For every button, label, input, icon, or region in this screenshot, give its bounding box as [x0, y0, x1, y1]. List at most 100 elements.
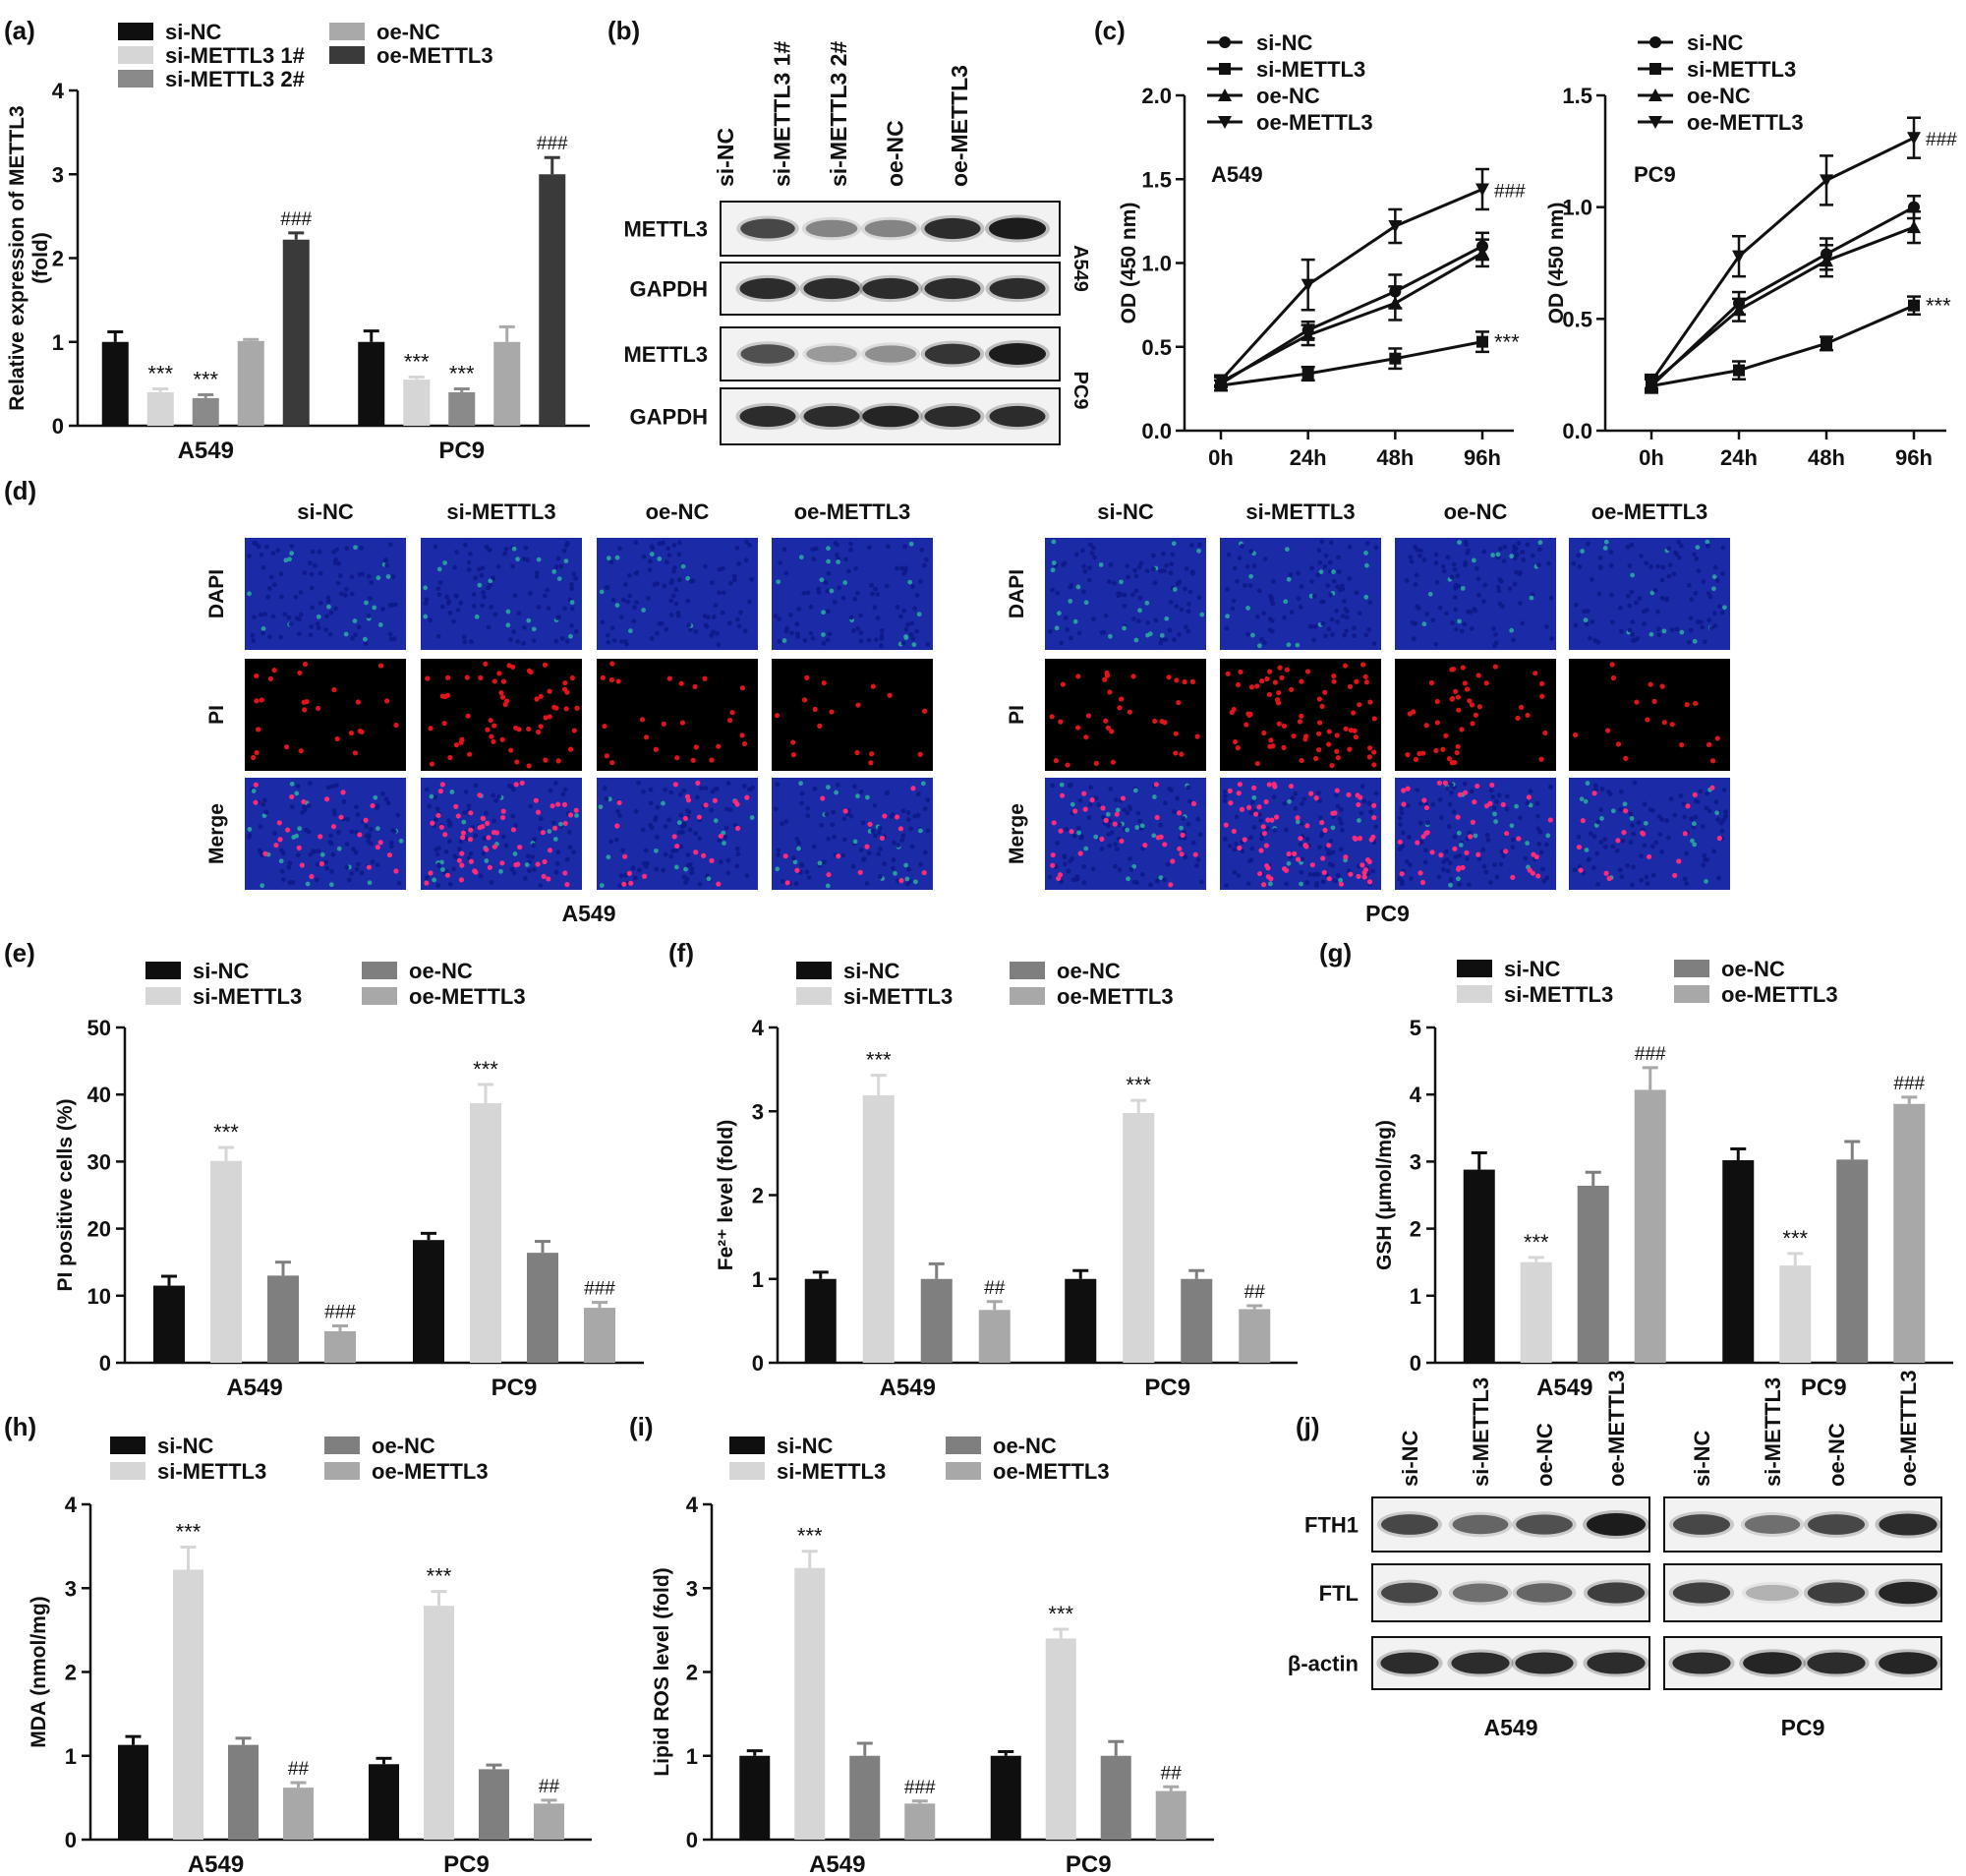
- bar-si-METTL3 2#: [192, 397, 219, 426]
- nucleus-dot: [1609, 619, 1615, 625]
- pi-dot: [1623, 755, 1629, 761]
- pi-dot: [1265, 817, 1271, 823]
- nucleus-dot: [1723, 813, 1729, 819]
- pi-dot: [602, 723, 607, 730]
- pi-dot: [535, 861, 541, 867]
- nucleus-dot: [798, 555, 804, 560]
- nucleus-dot: [1580, 549, 1585, 554]
- pi-dot: [429, 761, 435, 767]
- pi-dot: [484, 847, 490, 852]
- pi-dot: [1153, 782, 1159, 788]
- nucleus-dot: [1444, 857, 1450, 863]
- y-tick-label: 1.0: [1562, 196, 1592, 220]
- nucleus-dot: [893, 870, 897, 876]
- nucleus-dot: [646, 596, 651, 601]
- bar-si-NC: [1722, 1160, 1755, 1363]
- nucleus-dot: [435, 633, 441, 639]
- pi-dot: [366, 864, 372, 870]
- pi-dot: [1235, 681, 1242, 688]
- nucleus-dot: [1250, 632, 1255, 638]
- pi-dot: [1309, 862, 1315, 868]
- data-point-si-METTL3: [1389, 352, 1402, 365]
- nucleus-dot: [805, 813, 811, 819]
- blot-band: [1515, 1652, 1574, 1674]
- nucleus-dot: [870, 828, 876, 834]
- pi-dot: [790, 739, 796, 745]
- pi-dot: [1316, 696, 1322, 702]
- nucleus-dot: [1059, 640, 1065, 646]
- nucleus-dot: [1598, 840, 1604, 845]
- nucleus-dot: [619, 639, 624, 644]
- nucleus-dot: [1183, 624, 1188, 629]
- nucleus-dot: [872, 802, 878, 808]
- pi-dot: [1399, 871, 1405, 877]
- pi-dot: [1082, 806, 1088, 812]
- pi-dot: [285, 827, 291, 833]
- nucleus-dot: [1296, 596, 1301, 602]
- nucleus-dot: [1370, 868, 1376, 874]
- pi-dot: [1371, 762, 1377, 768]
- nucleus-dot: [598, 804, 604, 810]
- blot-band: [740, 218, 795, 239]
- nucleus-dot: [551, 569, 557, 574]
- nucleus-dot: [1679, 629, 1685, 635]
- pi-dot: [1436, 780, 1442, 786]
- nucleus-dot: [1704, 805, 1709, 811]
- blot-band-halo: [1739, 1649, 1806, 1677]
- microscopy-group-label: A549: [562, 901, 616, 926]
- nucleus-dot: [1251, 794, 1257, 800]
- legend-swatch: [729, 1462, 765, 1480]
- pi-dot: [1276, 689, 1282, 696]
- nucleus-dot: [1245, 606, 1250, 611]
- nucleus-dot: [1678, 793, 1684, 798]
- nucleus-dot: [1070, 856, 1075, 861]
- nucleus-dot: [606, 854, 611, 860]
- nucleus-dot: [1496, 792, 1502, 798]
- pi-dot: [917, 751, 923, 757]
- nucleus-dot: [1133, 588, 1139, 594]
- nucleus-dot: [925, 828, 931, 834]
- nucleus-dot: [885, 544, 891, 550]
- nucleus-dot: [1047, 874, 1053, 880]
- pi-dot: [1303, 733, 1309, 739]
- nucleus-dot: [833, 540, 838, 546]
- pi-dot: [1334, 733, 1340, 738]
- significance-label: ###: [1926, 130, 1957, 150]
- pi-dot: [1174, 677, 1180, 683]
- nucleus-dot: [536, 557, 542, 562]
- x-tick-label: 48h: [1376, 445, 1414, 470]
- nucleus-dot: [911, 642, 917, 648]
- nucleus-dot: [1664, 818, 1670, 823]
- microscopy-image-pi: [1045, 659, 1206, 771]
- nucleus-dot: [302, 804, 307, 810]
- nucleus-dot: [866, 637, 872, 643]
- pi-dot: [867, 821, 873, 827]
- pi-dot: [444, 872, 451, 878]
- microscopy-image-dapi: [1569, 538, 1730, 650]
- pi-dot: [338, 814, 344, 820]
- pi-dot: [1423, 804, 1430, 811]
- pi-dot: [477, 825, 483, 831]
- nucleus-dot: [1331, 578, 1337, 584]
- nucleus-dot: [253, 541, 259, 547]
- pi-dot: [836, 853, 841, 859]
- significance-label: ***: [1926, 294, 1951, 319]
- pi-dot: [1227, 788, 1233, 793]
- bar-si-METTL3 1#: [146, 391, 174, 426]
- nucleus-dot: [271, 582, 277, 588]
- nucleus-dot: [270, 614, 276, 619]
- pi-dot: [480, 815, 486, 821]
- pi-dot: [609, 760, 615, 766]
- legend-swatch: [1457, 985, 1492, 1003]
- nucleus-dot: [1368, 809, 1374, 815]
- pi-dot: [1260, 882, 1267, 888]
- pi-dot: [1474, 783, 1480, 790]
- nucleus-dot: [1304, 836, 1310, 842]
- nucleus-dot: [1543, 842, 1549, 848]
- nucleus-dot: [325, 595, 331, 601]
- pi-dot: [690, 757, 696, 763]
- legend-label: si-METTL3: [1504, 982, 1613, 1007]
- nucleus-dot: [1706, 617, 1711, 623]
- nucleus-dot: [1185, 785, 1191, 791]
